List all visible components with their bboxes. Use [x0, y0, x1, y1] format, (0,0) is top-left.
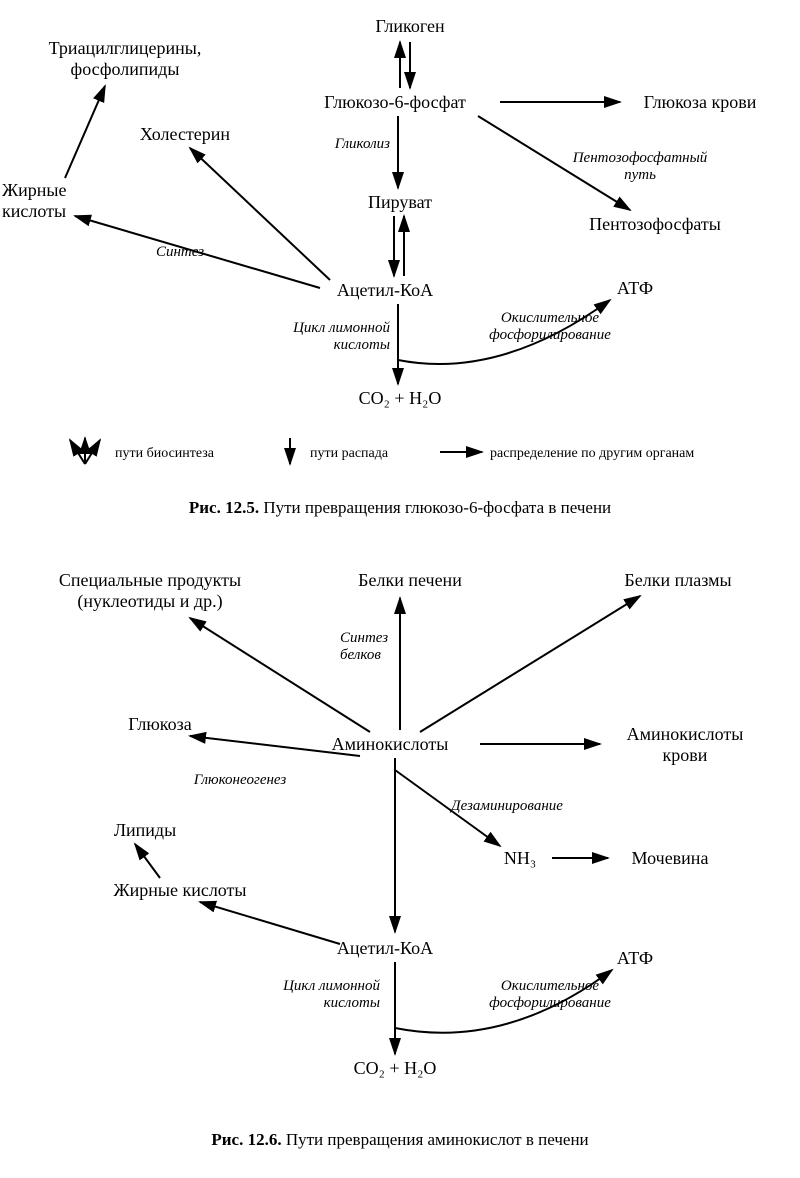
node-blood-amino: Аминокислоты крови — [600, 724, 770, 765]
node-special: Специальные продукты (нуклеотиды и др.) — [20, 570, 280, 611]
legend-distribution: распределение по другим органам — [490, 446, 694, 462]
node-atp2: АТФ — [600, 948, 670, 969]
node-atp: АТФ — [600, 278, 670, 299]
figure2-caption-bold: Рис. 12.6. — [211, 1130, 281, 1149]
node-pyruvate: Пируват — [330, 192, 470, 213]
label-deamination: Дезаминирование — [432, 798, 582, 815]
node-fatty-acids2: Жирные кислоты — [80, 880, 280, 901]
node-liver-proteins: Белки печени — [330, 570, 490, 591]
figure1-caption-text: Пути превращения глюкозо-6-фосфата в печ… — [259, 498, 611, 517]
label-oxphos: Окислительное фосфорилирование — [460, 310, 640, 343]
label-glycolysis: Гликолиз — [300, 136, 390, 153]
node-blood-glucose: Глюкоза крови — [620, 92, 780, 113]
node-cholesterol: Холестерин — [120, 124, 250, 145]
label-citric2: Цикл лимонной кислоты — [240, 978, 380, 1011]
node-urea: Мочевина — [610, 848, 730, 869]
node-g6p: Глюкозо-6-фосфат — [290, 92, 500, 113]
node-nh3: NH₃ — [490, 848, 550, 869]
node-co2h2o2: CO₂ + H₂O — [320, 1058, 470, 1079]
label-gluconeo: Глюконеогенез — [170, 772, 310, 789]
node-triacyl: Триацилглицерины, фосфолипиды — [20, 38, 230, 79]
node-pentose: Пентозофосфаты — [560, 214, 750, 235]
node-acetyl2: Ацетил-КоА — [300, 938, 470, 959]
node-plasma-proteins: Белки плазмы — [598, 570, 758, 591]
figure2-caption-text: Пути превращения аминокислот в печени — [282, 1130, 589, 1149]
figure2-caption: Рис. 12.6. Пути превращения аминокислот … — [0, 1130, 800, 1150]
node-co2h2o: CO₂ + H₂O — [330, 388, 470, 409]
figure1-caption: Рис. 12.5. Пути превращения глюкозо-6-фо… — [0, 498, 800, 518]
figure1-caption-bold: Рис. 12.5. — [189, 498, 259, 517]
node-lipids: Липиды — [90, 820, 200, 841]
label-citric: Цикл лимонной кислоты — [250, 320, 390, 353]
legend-biosynth: пути биосинтеза — [115, 446, 214, 462]
node-amino: Аминокислоты — [300, 734, 480, 755]
label-protein-synth: Синтез белков — [340, 630, 420, 663]
label-synthesis: Синтез — [140, 244, 220, 261]
node-glycogen: Гликоген — [350, 16, 470, 37]
node-fatty-acids: Жирные кислоты — [2, 180, 112, 221]
label-pentose-path: Пентозофосфатный путь — [540, 150, 740, 183]
node-glucose: Глюкоза — [100, 714, 220, 735]
legend-breakdown: пути распада — [310, 446, 388, 462]
node-acetyl: Ацетил-КоА — [300, 280, 470, 301]
label-oxphos2: Окислительное фосфорилирование — [460, 978, 640, 1011]
